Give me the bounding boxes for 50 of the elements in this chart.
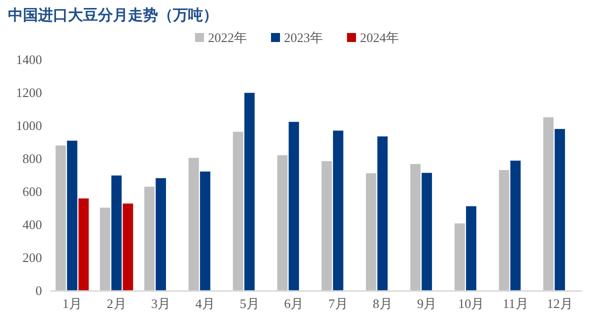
bar (200, 172, 210, 291)
bar (144, 186, 155, 291)
x-tick-label: 7月 (328, 296, 348, 312)
y-tick-label: 600 (22, 184, 42, 200)
bar (232, 132, 244, 291)
bar (56, 145, 66, 291)
chart-title: 中国进口大豆分月走势（万吨） (8, 7, 218, 24)
bar (366, 173, 376, 291)
x-tick-label: 11月 (502, 296, 528, 312)
bar (377, 136, 388, 291)
bar (554, 128, 565, 291)
x-tick-label: 1月 (62, 296, 82, 312)
legend-label: 2024年 (360, 30, 399, 45)
y-tick-label: 1400 (16, 52, 42, 68)
bar (543, 117, 554, 291)
x-tick-label: 6月 (284, 296, 304, 312)
x-tick-label: 2月 (106, 296, 126, 312)
y-tick-label: 0 (36, 283, 42, 298)
bar (410, 164, 421, 291)
bar (122, 204, 134, 291)
bar (422, 172, 432, 291)
legend-label: 2023年 (284, 30, 323, 45)
legend-label: 2022年 (208, 30, 247, 45)
x-tick-label: 12月 (546, 296, 573, 312)
bar (244, 92, 255, 291)
x-tick-label: 10月 (458, 296, 484, 312)
y-tick-label: 200 (22, 250, 42, 266)
bar (454, 223, 465, 291)
bar (67, 140, 78, 291)
x-tick-label: 5月 (240, 296, 260, 312)
bar (498, 170, 510, 291)
y-tick-label: 1000 (16, 118, 42, 134)
bar (288, 122, 299, 291)
x-tick-label: 8月 (372, 296, 392, 312)
bar (333, 130, 344, 291)
bar (111, 176, 122, 291)
bar (466, 206, 476, 291)
y-tick-label: 400 (22, 217, 42, 232)
y-tick-label: 800 (22, 151, 42, 166)
x-tick-label: 4月 (195, 296, 215, 312)
y-tick-label: 1200 (16, 85, 42, 100)
bar (78, 198, 89, 291)
x-tick-label: 9月 (417, 296, 437, 312)
bar (510, 160, 521, 291)
bar (188, 158, 199, 291)
x-tick-label: 3月 (151, 296, 171, 312)
bar (277, 155, 288, 291)
bar (322, 161, 332, 291)
bar (100, 208, 110, 291)
bar (156, 178, 166, 291)
